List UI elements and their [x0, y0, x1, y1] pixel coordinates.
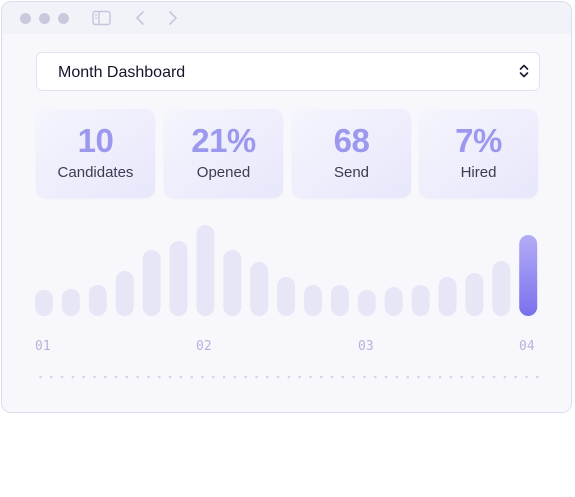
stat-card-candidates[interactable]: 10 Candidates	[36, 109, 155, 198]
divider-dot	[525, 375, 528, 379]
x-tick-label: 03	[358, 339, 374, 354]
divider-dot	[320, 375, 323, 379]
chart-bar[interactable]	[357, 290, 376, 316]
divider-dot	[514, 375, 517, 379]
divider-dot	[168, 375, 172, 379]
divider-dot	[471, 375, 474, 379]
activity-bar-chart: 01 02 03 04	[35, 225, 538, 354]
chart-bar[interactable]	[115, 271, 134, 316]
divider-dot	[266, 375, 269, 379]
divider-dot	[330, 375, 334, 379]
divider-dot	[503, 375, 507, 379]
window-dot[interactable]	[39, 13, 50, 24]
divider-dot	[460, 375, 464, 379]
chart-bar[interactable]	[196, 225, 215, 316]
divider-dot	[222, 375, 226, 379]
x-tick-label: 04	[519, 339, 535, 354]
divider-dot	[179, 375, 183, 379]
chart-bar[interactable]	[465, 273, 484, 316]
divider-dot	[136, 375, 139, 379]
stat-card-send[interactable]: 68 Send	[292, 109, 411, 198]
divider-dot	[190, 375, 193, 379]
divider-dot	[104, 375, 107, 379]
chart-bar[interactable]	[330, 285, 349, 316]
divider-dot	[39, 375, 42, 379]
chart-bar[interactable]	[88, 285, 107, 316]
chart-bar[interactable]	[250, 262, 269, 316]
divider-dot	[428, 375, 431, 379]
stat-card-hired[interactable]: 7% Hired	[419, 109, 538, 198]
stat-value: 21%	[191, 122, 256, 159]
chart-bar[interactable]	[277, 277, 296, 316]
divider-dot	[244, 375, 247, 379]
divider-dot	[201, 375, 204, 379]
divider-dot	[449, 375, 453, 379]
chart-bar[interactable]	[169, 241, 188, 316]
dashboard-select-value: Month Dashboard	[58, 64, 186, 81]
title-bar	[2, 2, 571, 34]
divider-dot	[233, 375, 237, 379]
chart-bar[interactable]	[438, 277, 457, 316]
chart-bar[interactable]	[223, 250, 242, 316]
divider-dot	[406, 375, 410, 379]
divider-dot	[298, 375, 302, 379]
divider-dot	[287, 375, 291, 379]
divider-dot	[374, 375, 377, 379]
sidebar-toggle-icon[interactable]	[92, 10, 111, 31]
chart-bar[interactable]	[61, 289, 80, 316]
divider-dot	[276, 375, 280, 379]
divider-dot	[255, 375, 258, 379]
divider-dot	[352, 375, 356, 379]
divider-dot	[417, 375, 420, 379]
divider-dot	[363, 375, 366, 379]
app-window: Month Dashboard 10 Candidates 21% Opened…	[1, 1, 572, 413]
forward-chevron-icon[interactable]	[166, 10, 178, 31]
chart-bar[interactable]	[142, 250, 161, 316]
chart-bar[interactable]	[492, 261, 511, 316]
divider-dot	[492, 375, 496, 379]
divider-dot	[71, 375, 75, 379]
stat-card-opened[interactable]: 21% Opened	[164, 109, 283, 198]
window-dot[interactable]	[58, 13, 69, 24]
chart-bar[interactable]	[304, 285, 322, 316]
divider-dot	[212, 375, 215, 379]
stat-value: 10	[77, 122, 114, 159]
updown-chevron-icon	[519, 64, 529, 83]
dotted-divider	[39, 375, 539, 379]
divider-dot	[147, 375, 150, 379]
x-tick-label: 01	[35, 339, 51, 354]
divider-dot	[114, 375, 118, 379]
stat-value: 68	[333, 122, 370, 159]
dashboard-select[interactable]: Month Dashboard	[36, 52, 540, 91]
window-dot[interactable]	[20, 13, 31, 24]
divider-dot	[60, 375, 64, 379]
divider-dot	[93, 375, 96, 379]
chart-bar[interactable]	[35, 290, 53, 316]
stat-label: Opened	[196, 164, 251, 181]
divider-dot	[125, 375, 129, 379]
chart-bar[interactable]	[384, 287, 403, 316]
divider-dot	[50, 375, 53, 379]
divider-dot	[482, 375, 485, 379]
stat-label: Candidates	[57, 164, 134, 181]
divider-dot	[384, 375, 388, 379]
divider-dot	[158, 375, 161, 379]
divider-dot	[341, 375, 345, 379]
divider-dot	[438, 375, 442, 379]
divider-dot	[395, 375, 399, 379]
divider-dot	[82, 375, 85, 379]
back-chevron-icon[interactable]	[135, 10, 147, 31]
divider-dot	[536, 375, 539, 379]
chart-bar[interactable]	[411, 285, 430, 316]
x-tick-label: 02	[196, 339, 212, 354]
stat-value: 7%	[455, 122, 502, 159]
chart-bar-active[interactable]	[519, 235, 538, 316]
divider-dot	[309, 375, 312, 379]
stat-label: Hired	[460, 164, 497, 181]
stat-label: Send	[333, 164, 370, 181]
